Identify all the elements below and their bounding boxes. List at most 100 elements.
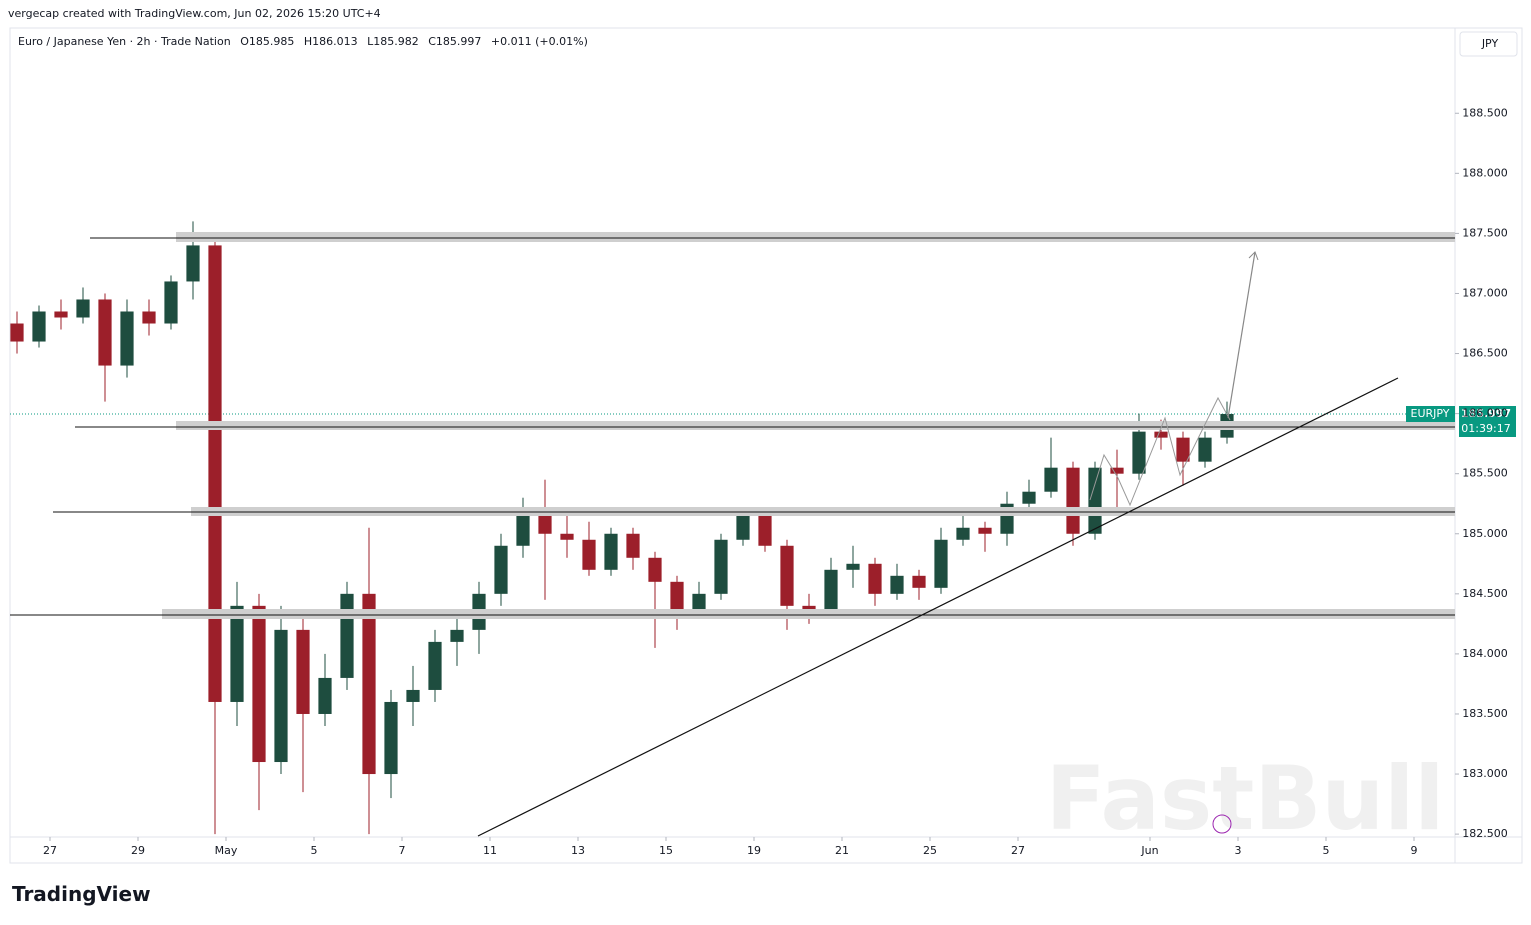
- x-tick-label: 9: [1411, 844, 1418, 857]
- y-tick-label: 187.500: [1462, 226, 1508, 239]
- candle-body: [98, 299, 112, 366]
- candle-body: [1198, 437, 1212, 462]
- trend-line: [477, 377, 1399, 837]
- candle-body: [824, 569, 838, 612]
- y-tick-label: 186.500: [1462, 347, 1508, 360]
- candle-body: [252, 605, 266, 763]
- candle-body: [846, 563, 860, 570]
- x-tick-label: Jun: [1140, 844, 1158, 857]
- x-tick-label: 5: [1323, 844, 1330, 857]
- arrow-head: [1248, 251, 1259, 261]
- candle-body: [164, 281, 178, 324]
- candle-body: [54, 311, 68, 318]
- candle-body: [516, 509, 530, 546]
- candle-body: [670, 581, 684, 612]
- x-tick-label: 13: [571, 844, 585, 857]
- icon: [1212, 814, 1232, 834]
- currency: JPY: [1481, 37, 1499, 50]
- x-tick-label: 19: [747, 844, 761, 857]
- candle-body: [1022, 491, 1036, 504]
- high: H186.013: [303, 35, 358, 48]
- zone: [176, 232, 1455, 242]
- candle-body: [120, 311, 134, 366]
- y-tick-label: 186.000: [1462, 407, 1508, 420]
- x-tick-label: 3: [1235, 844, 1242, 857]
- x-tick-label: 15: [659, 844, 673, 857]
- candle-body: [76, 299, 90, 318]
- candle-body: [32, 311, 46, 342]
- candle-body: [582, 539, 596, 570]
- low: L185.982: [367, 35, 419, 48]
- candle-body: [340, 593, 354, 678]
- y-tick-label: 184.000: [1462, 647, 1508, 660]
- frame: [9, 27, 1523, 864]
- candle-body: [450, 629, 464, 642]
- price-box: [1459, 406, 1516, 437]
- y-tick-label: 183.000: [1462, 767, 1508, 780]
- y-tick-label: 187.000: [1462, 286, 1508, 299]
- candle-body: [648, 557, 662, 582]
- y-tick-label: 184.500: [1462, 587, 1508, 600]
- price: 185.997: [1461, 407, 1511, 420]
- candle-body: [318, 677, 332, 714]
- candle-body: [1132, 431, 1146, 474]
- plot-area: [10, 221, 1455, 835]
- candle-body: [1088, 467, 1102, 534]
- logo: TradingView: [12, 882, 151, 906]
- symbol: EURJPY: [1411, 407, 1450, 420]
- candle-body: [626, 533, 640, 558]
- candle-body: [1154, 431, 1168, 438]
- candle-body: [956, 527, 970, 540]
- x-tick-label: 11: [483, 844, 497, 857]
- legend: Euro / Japanese Yen · 2h · Trade Nation …: [18, 35, 594, 48]
- x-tick-label: May: [215, 844, 238, 857]
- candle-body: [868, 563, 882, 594]
- zone: [176, 421, 1455, 430]
- candle-body: [494, 545, 508, 594]
- y-tick-label: 188.000: [1462, 166, 1508, 179]
- symbol-box: [1406, 406, 1455, 422]
- zone: [162, 609, 1455, 619]
- candle-body: [274, 629, 288, 763]
- candle-body: [604, 533, 618, 570]
- drawings: [10, 232, 1455, 837]
- y-tick-label: 185.000: [1462, 527, 1508, 540]
- x-tick-label: 27: [1011, 844, 1025, 857]
- attribution: vergecap created with TradingView.com, J…: [8, 7, 381, 20]
- y-tick-label: 183.500: [1462, 707, 1508, 720]
- candle-body: [406, 689, 420, 702]
- price-label: EURJPY 185.997 01:39:17: [1406, 406, 1516, 437]
- candle-body: [912, 575, 926, 588]
- candle-body: [142, 311, 156, 324]
- watermark: FastBull: [1046, 747, 1445, 850]
- candle-body: [714, 539, 728, 594]
- countdown: 01:39:17: [1461, 422, 1510, 435]
- candle-body: [10, 323, 24, 342]
- x-tick-label: 27: [43, 844, 57, 857]
- candle-body: [934, 539, 948, 588]
- symbol-name: Euro / Japanese Yen · 2h · Trade Nation: [18, 35, 231, 48]
- x-tick-label: 5: [311, 844, 318, 857]
- open: O185.985: [240, 35, 295, 48]
- candle-body: [1066, 467, 1080, 534]
- path-projection: [1089, 396, 1231, 507]
- candle-body: [692, 593, 706, 612]
- y-tick-label: 188.500: [1462, 106, 1508, 119]
- candle-body: [428, 641, 442, 690]
- y-tick-label: 185.500: [1462, 467, 1508, 480]
- candle-body: [758, 515, 772, 546]
- x-tick-label: 25: [923, 844, 937, 857]
- candle-body: [208, 245, 222, 702]
- candle-body: [736, 515, 750, 540]
- x-tick-label: 21: [835, 844, 849, 857]
- candle-body: [1110, 467, 1124, 474]
- x-tick-label: 7: [399, 844, 406, 857]
- candle-body: [1044, 467, 1058, 492]
- candle-body: [296, 629, 310, 714]
- change: +0.011 (+0.01%): [490, 35, 588, 48]
- candle-body: [780, 545, 794, 606]
- candle-body: [1176, 437, 1190, 462]
- candle-body: [978, 527, 992, 534]
